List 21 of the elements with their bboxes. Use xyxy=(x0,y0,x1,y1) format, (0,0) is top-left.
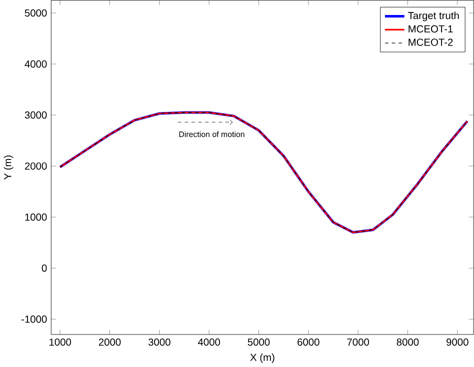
y-tick-label: 5000 xyxy=(24,9,47,17)
y-tick-label: 0 xyxy=(42,264,47,272)
x-tick-label: 8000 xyxy=(396,338,419,346)
legend-label: MCEOT-1 xyxy=(408,25,453,33)
y-tick-label: 4000 xyxy=(24,60,47,68)
x-tick-label: 2000 xyxy=(98,338,121,346)
x-tick-label: 1000 xyxy=(50,338,72,346)
legend-label: MCEOT-2 xyxy=(408,38,453,46)
y-tick-label: 1000 xyxy=(25,214,47,221)
legend-label: Target truth xyxy=(408,12,459,22)
x-tick-label: 9000 xyxy=(446,338,468,346)
x-tick-label: 4000 xyxy=(198,338,220,346)
y-axis-title: Y (m) xyxy=(4,156,14,180)
x-tick-label: 3000 xyxy=(148,338,170,346)
x-axis-title: X (m) xyxy=(250,354,274,364)
y-tick-label: 3000 xyxy=(24,112,47,119)
x-tick-label: 6000 xyxy=(298,338,320,346)
y-tick-label: -1000 xyxy=(22,316,47,323)
y-tick-label: 2000 xyxy=(24,162,47,170)
x-tick-label: 5000 xyxy=(248,338,270,346)
x-tick-label: 7000 xyxy=(347,338,370,346)
